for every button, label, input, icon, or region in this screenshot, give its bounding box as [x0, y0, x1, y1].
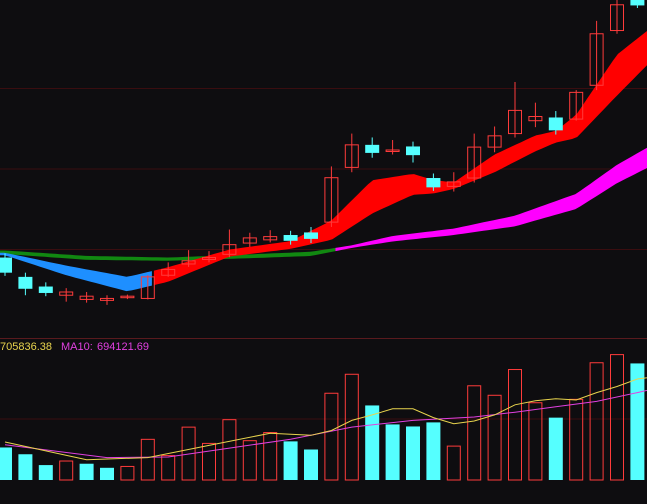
- candle-body-up: [263, 236, 278, 241]
- candle-body-up: [222, 244, 237, 255]
- volume-bar-down: [18, 454, 33, 480]
- candle-body-down: [365, 144, 380, 153]
- volume-bar-up: [222, 419, 237, 481]
- volume-bars: [0, 354, 645, 481]
- candle-body-up: [120, 295, 135, 299]
- candle-body-up: [140, 276, 155, 299]
- volume-bar-down: [406, 426, 420, 480]
- candle-body-up: [487, 135, 502, 148]
- volume-bar-up: [202, 442, 216, 481]
- volume-bar-down: [548, 417, 563, 480]
- candle-body-up: [202, 257, 216, 260]
- candle-body-up: [181, 260, 196, 265]
- volume-ma5-line: [4, 377, 647, 461]
- volume-bar-up: [610, 354, 624, 481]
- volume-bar-up: [446, 445, 461, 481]
- volume-bar-down: [283, 441, 298, 480]
- fast-ribbon-down: [0, 252, 152, 292]
- grid-lines: [0, 88, 647, 420]
- slow-ribbon-up: [335, 147, 647, 252]
- candle-body-up: [528, 116, 543, 122]
- vol-ma10-value: 694121.69: [97, 341, 149, 353]
- volume-bar-down: [79, 463, 94, 480]
- candle-body-up: [589, 33, 604, 86]
- moving-average-ribbons: [0, 30, 647, 292]
- volume-bar-up: [467, 385, 482, 481]
- candle-body-down: [548, 117, 563, 131]
- candle-body-up: [79, 295, 94, 300]
- volume-bar-up: [263, 432, 278, 481]
- candle-body-down: [18, 276, 33, 289]
- candle-body-down: [38, 286, 53, 293]
- volume-bar-down: [100, 467, 114, 480]
- candle-body-up: [324, 177, 339, 223]
- slow-ribbon-down: [0, 247, 336, 261]
- volume-bar-up: [589, 362, 604, 481]
- candle-body-up: [344, 144, 359, 168]
- volume-bar-down: [426, 422, 441, 480]
- candle-body-up: [59, 291, 74, 296]
- candle-body-down: [283, 235, 298, 241]
- volume-ma10-line: [4, 389, 647, 459]
- candle-body-up: [569, 91, 584, 120]
- vol-ma10-label: MA10:: [61, 341, 93, 353]
- candle-body-up: [161, 268, 176, 276]
- volume-bar-down: [385, 424, 400, 480]
- volume-bar-down: [304, 449, 318, 480]
- volume-bar-up: [120, 465, 135, 481]
- volume-bar-up: [242, 440, 257, 481]
- volume-bar-up: [487, 394, 502, 481]
- candle-body-down: [426, 178, 441, 188]
- volume-bar-up: [344, 373, 359, 481]
- candle-body-up: [242, 237, 257, 244]
- volume-bar-up: [59, 460, 74, 481]
- candle-body-down: [630, 0, 645, 6]
- vol-ma5-value: 705836.38: [0, 341, 52, 353]
- volume-bar-up: [324, 392, 339, 481]
- candle-body-up: [508, 109, 522, 135]
- candle-body-up: [467, 146, 482, 179]
- volume-bar-up: [528, 402, 543, 481]
- candle-body-up: [385, 149, 400, 153]
- candle-body-down: [406, 146, 420, 156]
- volume-bar-down: [38, 465, 53, 480]
- candle-body-up: [610, 4, 624, 32]
- candle-body-up: [100, 297, 114, 301]
- candle-body-down: [304, 232, 318, 239]
- volume-bar-down: [0, 447, 12, 480]
- volume-bar-up: [508, 369, 522, 481]
- volume-bar-up: [140, 438, 155, 481]
- candle-body-down: [0, 257, 12, 273]
- volume-moving-averages: [4, 377, 647, 461]
- volume-bar-up: [161, 455, 176, 481]
- volume-bar-up: [569, 398, 584, 481]
- candlestick-series: [0, 0, 645, 305]
- fast-ribbon-up: [153, 30, 647, 286]
- candle-body-up: [446, 181, 461, 187]
- volume-bar-down: [630, 363, 645, 480]
